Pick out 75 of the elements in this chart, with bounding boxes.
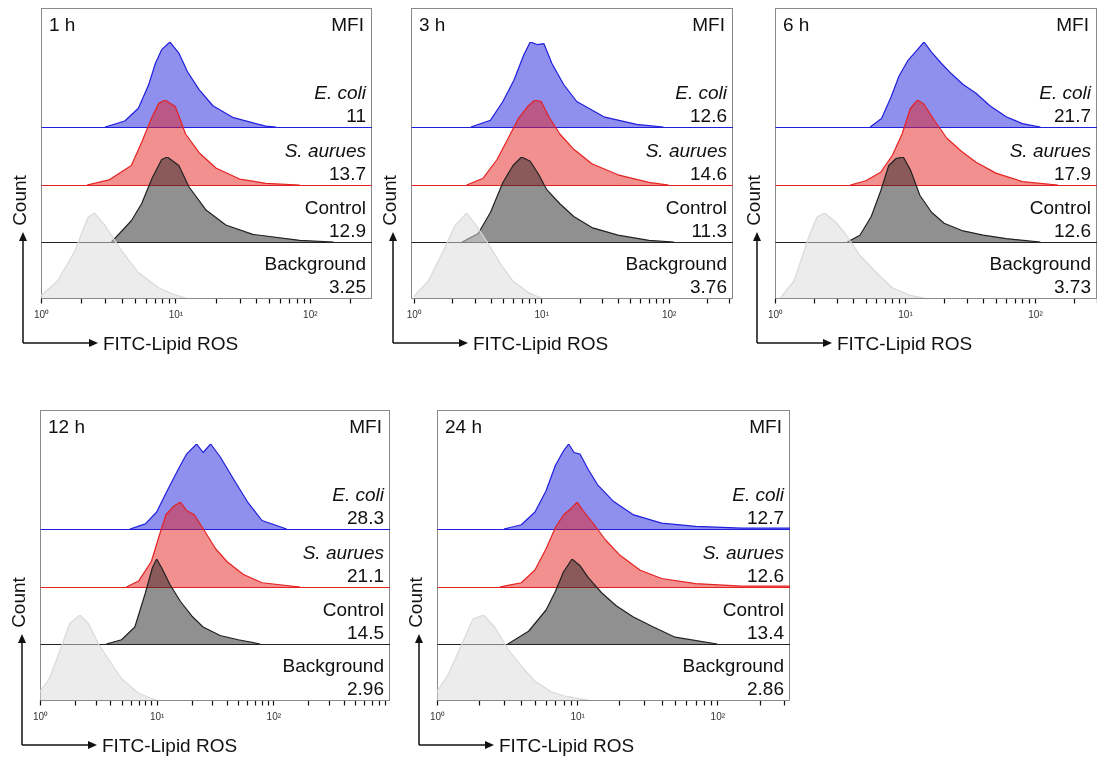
x-axis-title: FITC-Lipid ROS <box>103 333 239 354</box>
annotation: 12.9 <box>329 220 366 241</box>
annotation: 21.7 <box>1054 105 1091 126</box>
chart-title: 1 h <box>49 14 76 35</box>
x-tick-label: 10² <box>710 710 726 722</box>
x-tick-label: 10¹ <box>570 710 586 722</box>
chart-title: 6 h <box>783 14 810 35</box>
annotation: Background <box>682 655 784 676</box>
text: MFI <box>692 14 725 35</box>
x-tick-label: 10² <box>661 308 678 320</box>
x-tick-label: 10¹ <box>149 710 166 722</box>
annotation: 12.6 <box>690 105 727 126</box>
annotation: S. aurues <box>702 542 784 563</box>
annotation: 2.86 <box>747 678 784 699</box>
annotation: 3.73 <box>1054 276 1091 297</box>
annotation: E. coli <box>314 82 366 103</box>
chart-title: 12 h <box>48 416 85 437</box>
annotation: 17.9 <box>1054 163 1091 184</box>
annotation: S. aurues <box>1009 140 1091 161</box>
x-tick-label: 10⁰ <box>33 308 50 320</box>
x-tick-label: 10⁰ <box>406 308 422 320</box>
y-axis-title: Count <box>7 576 29 630</box>
x-tick-label: 10¹ <box>534 308 550 320</box>
x-tick-label: 10¹ <box>898 308 914 320</box>
text: MFI <box>1056 14 1089 35</box>
annotation: 28.3 <box>347 507 384 528</box>
y-axis-title: Count <box>8 174 30 228</box>
annotation: 14.5 <box>347 622 384 643</box>
annotation: 14.6 <box>690 163 727 184</box>
annotation: 12.6 <box>1054 220 1091 241</box>
annotation: E. coli <box>732 484 784 505</box>
x-axis-title: FITC-Lipid ROS <box>473 333 609 354</box>
annotation: 2.96 <box>347 678 384 699</box>
annotation: 13.7 <box>329 163 366 184</box>
x-tick-label: 10¹ <box>168 308 184 320</box>
annotation: Control <box>722 599 784 620</box>
annotation: 12.7 <box>747 507 784 528</box>
annotation: E. coli <box>1039 82 1091 103</box>
text: MFI <box>331 14 364 35</box>
annotation: 3.76 <box>690 276 727 297</box>
annotation: 12.6 <box>747 565 784 586</box>
x-tick-label: 10⁰ <box>767 308 784 320</box>
x-tick-label: 10² <box>266 710 282 722</box>
annotation: Background <box>264 253 366 274</box>
annotation: 11 <box>346 105 366 126</box>
annotation: E. coli <box>675 82 727 103</box>
text: MFI <box>749 416 782 437</box>
annotation: E. coli <box>332 484 384 505</box>
chart-title: 24 h <box>445 416 482 437</box>
annotation: Background <box>625 253 727 274</box>
chart-title: 3 h <box>419 14 446 35</box>
annotation: S. aurues <box>302 542 384 563</box>
annotation: Background <box>989 253 1091 274</box>
annotation: Control <box>322 599 384 620</box>
annotation: 21.1 <box>347 565 384 586</box>
x-tick-label: 10² <box>1028 308 1044 320</box>
y-axis-title: Count <box>378 174 400 228</box>
annotation: S. aurues <box>284 140 366 161</box>
annotation: S. aurues <box>645 140 727 161</box>
annotation: Control <box>304 197 366 218</box>
annotation: 3.25 <box>329 276 366 297</box>
x-tick-label: 10⁰ <box>429 710 446 722</box>
x-tick-label: 10⁰ <box>32 710 49 722</box>
annotation: Background <box>282 655 384 676</box>
y-axis-title: Count <box>742 174 764 228</box>
x-axis-title: FITC-Lipid ROS <box>837 333 973 354</box>
annotation: 11.3 <box>691 220 727 241</box>
annotation: Control <box>1029 197 1091 218</box>
y-axis-title: Count <box>404 576 426 630</box>
text: MFI <box>349 416 382 437</box>
x-axis-title: FITC-Lipid ROS <box>499 735 635 756</box>
x-tick-label: 10² <box>303 308 319 320</box>
annotation: 13.4 <box>747 622 784 643</box>
annotation: Control <box>665 197 727 218</box>
x-axis-title: FITC-Lipid ROS <box>102 735 238 756</box>
